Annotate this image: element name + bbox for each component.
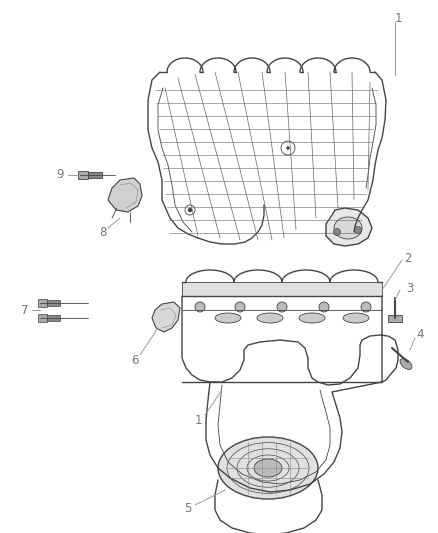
- Bar: [88, 172, 102, 178]
- Circle shape: [195, 302, 205, 312]
- Circle shape: [354, 227, 361, 233]
- Circle shape: [333, 229, 340, 236]
- Text: 2: 2: [404, 252, 412, 264]
- Text: 3: 3: [406, 281, 413, 295]
- Bar: [38, 299, 47, 307]
- Text: 8: 8: [99, 225, 107, 238]
- Polygon shape: [152, 302, 180, 332]
- Text: 4: 4: [416, 328, 424, 342]
- Bar: [47, 315, 60, 321]
- Circle shape: [235, 302, 245, 312]
- Text: 1: 1: [194, 414, 202, 426]
- Ellipse shape: [334, 217, 362, 239]
- Text: 7: 7: [21, 303, 29, 317]
- Ellipse shape: [218, 437, 318, 499]
- Ellipse shape: [400, 359, 412, 369]
- Circle shape: [319, 302, 329, 312]
- Text: 5: 5: [184, 502, 192, 514]
- Polygon shape: [108, 178, 142, 212]
- Bar: [47, 300, 60, 306]
- Bar: [38, 314, 47, 322]
- Text: 1: 1: [394, 12, 402, 25]
- Circle shape: [361, 302, 371, 312]
- Ellipse shape: [215, 313, 241, 323]
- Ellipse shape: [254, 459, 282, 477]
- Circle shape: [286, 147, 290, 149]
- Ellipse shape: [343, 313, 369, 323]
- Ellipse shape: [257, 313, 283, 323]
- Text: 6: 6: [131, 353, 139, 367]
- Ellipse shape: [299, 313, 325, 323]
- Polygon shape: [326, 208, 372, 246]
- Bar: [78, 171, 88, 179]
- Text: 9: 9: [56, 168, 64, 182]
- Circle shape: [188, 208, 191, 212]
- Bar: [388, 315, 402, 322]
- Circle shape: [277, 302, 287, 312]
- Polygon shape: [182, 282, 382, 296]
